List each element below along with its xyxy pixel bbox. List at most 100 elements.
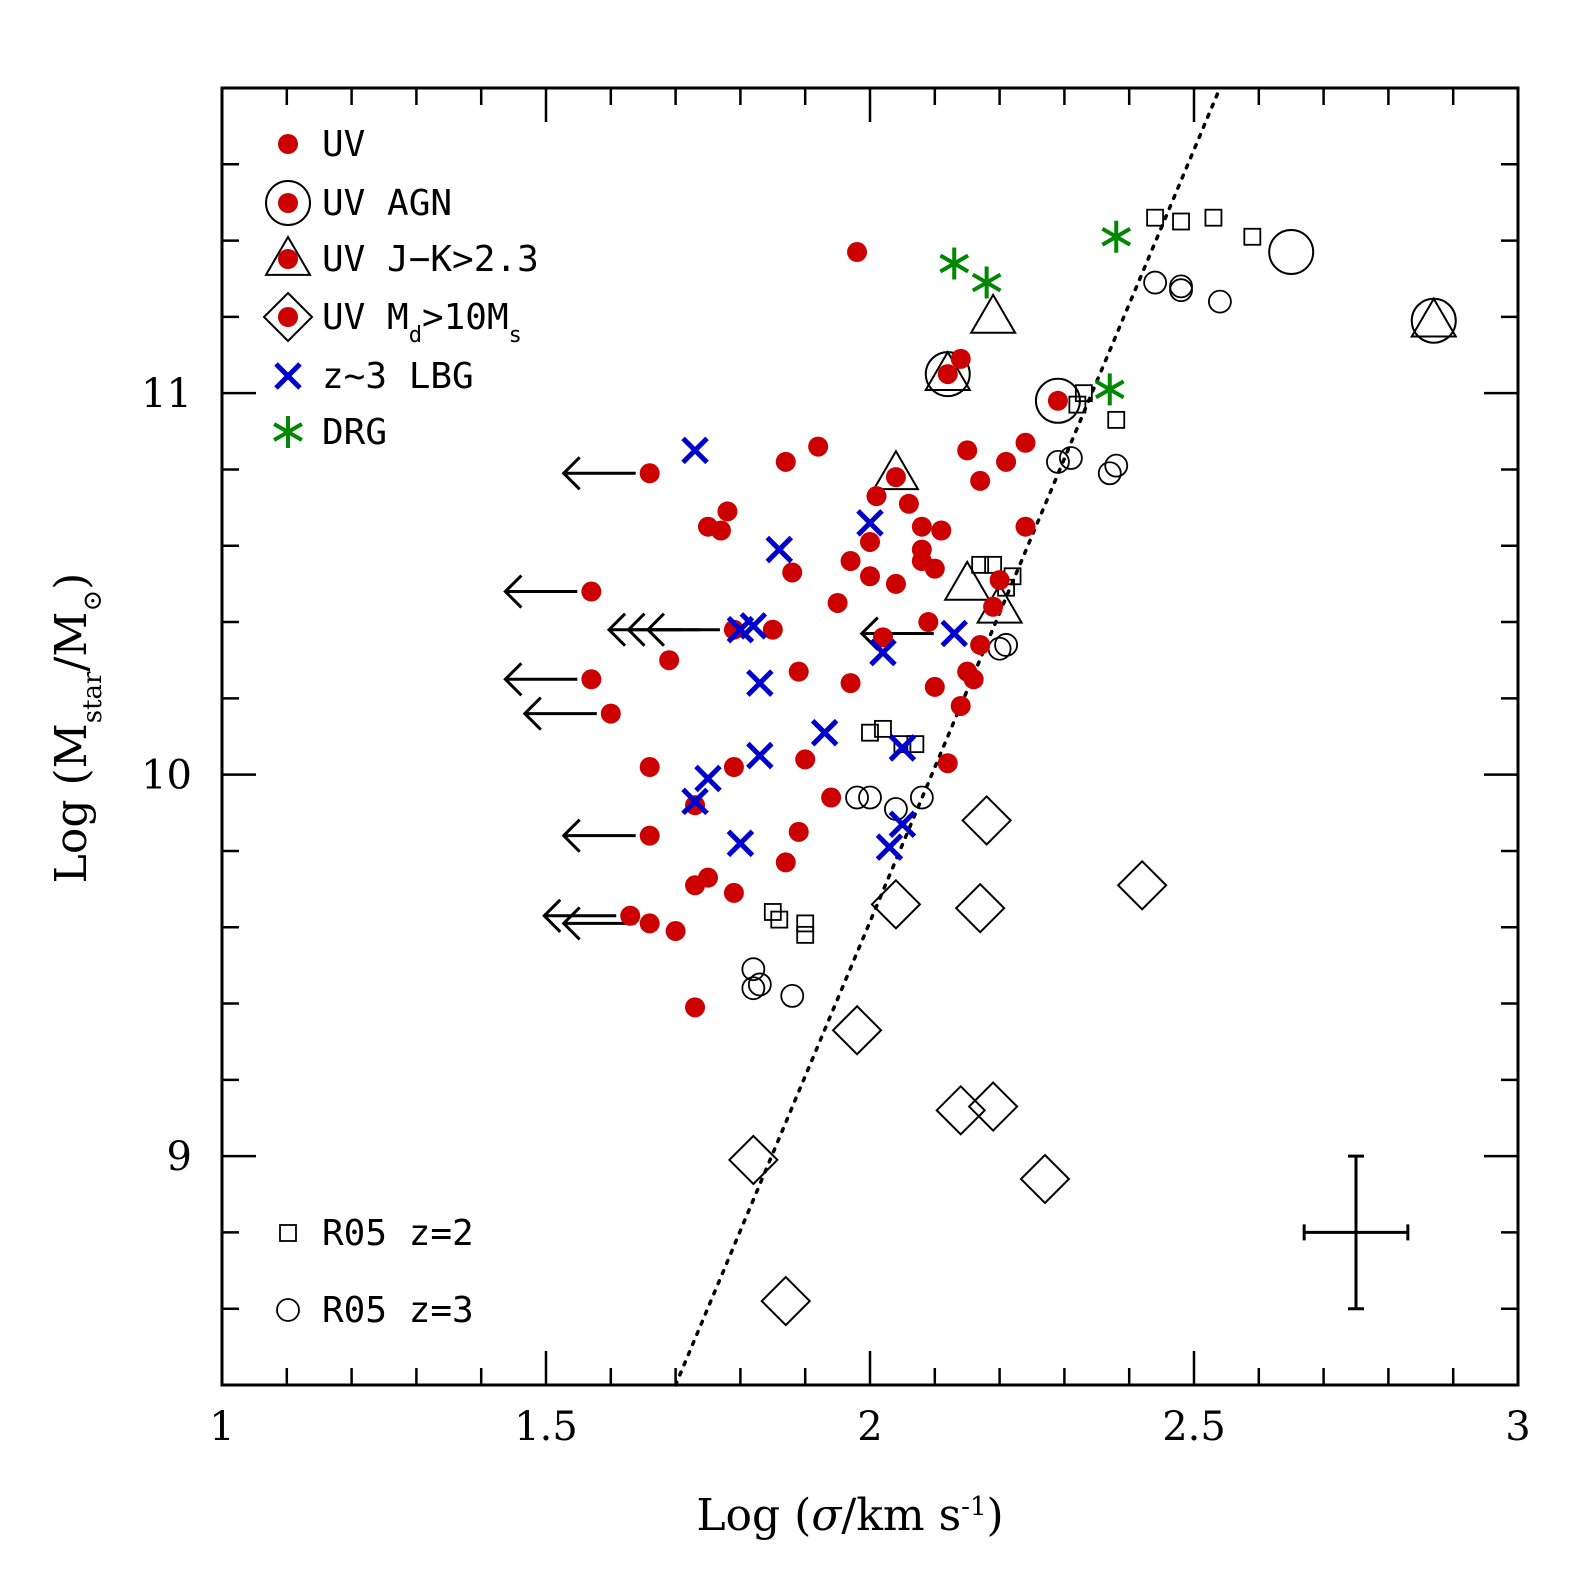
point-uv-md-10ms [831, 1004, 883, 1056]
point-uv [1015, 516, 1036, 537]
point-drg [1094, 373, 1125, 406]
point-uv [983, 596, 1004, 617]
point-r05-z-2 [861, 723, 879, 742]
point-r05-z-3 [741, 976, 766, 1001]
point-upper-limits [522, 696, 597, 731]
data-marks-layer [503, 208, 1458, 1327]
point-r05-z-2 [796, 925, 815, 944]
point-uv-j-k-2-3 [943, 559, 991, 601]
point-z-3-lbg [875, 833, 904, 861]
error-bar-layer [1302, 1154, 1410, 1311]
point-uv [970, 634, 991, 655]
point-uv [685, 997, 706, 1018]
point-uv [989, 570, 1010, 591]
point-uv-md-10ms [870, 878, 922, 930]
legend-uv-md-marker [278, 307, 298, 327]
point-upper-limits [561, 906, 636, 941]
point-r05-z-2 [1107, 410, 1126, 429]
axes-layer: 1 1.5 2 2.5 3 9 10 11 [141, 86, 1531, 1450]
point-z-3-lbg [940, 619, 969, 648]
point-uv-md-10ms [1116, 859, 1168, 911]
point-uv [1015, 432, 1036, 453]
point-z-3-lbg [746, 741, 774, 770]
point-uv [840, 673, 861, 694]
legend-uv-md-label-part: UV M [322, 297, 409, 338]
legend: UV UV AGN UV J−K>2.3 UV Md>10Ms z~3 LBG DRG R0… [262, 124, 539, 1331]
point-uv [950, 348, 971, 369]
point-uv [762, 619, 783, 640]
point-r05-z-3 [1058, 446, 1083, 470]
point-z-3-lbg [856, 509, 884, 537]
point-r05-z-3 [909, 785, 934, 810]
point-z-3-lbg [746, 669, 774, 697]
point-z-3-lbg [694, 764, 722, 793]
point-z-3-lbg [681, 436, 709, 465]
point-r05-z-3 [858, 785, 882, 810]
x-tick-label: 2.5 [1162, 1404, 1226, 1450]
point-uv-md-10ms [1019, 1153, 1071, 1205]
point-upper-limits [606, 612, 682, 647]
point-r05-z-3 [1169, 278, 1193, 303]
point-uv [665, 921, 686, 942]
point-upper-limits [561, 456, 636, 491]
legend-r05-z3-marker [276, 1298, 300, 1322]
legend-r05-z3-label-part: R05 z=3 [322, 1290, 474, 1331]
point-uv-j-k-2-3 [969, 292, 1017, 334]
point-uv [827, 592, 848, 613]
point-r05-z-3 [987, 636, 1012, 661]
point-uv [924, 558, 945, 579]
point-uv-agn [1268, 229, 1315, 276]
point-uv [898, 493, 919, 514]
plot-frame [220, 86, 1520, 1387]
point-z-3-lbg [681, 787, 709, 816]
point-uv-md-10ms [954, 882, 1006, 934]
legend-drg-label: DRG [322, 412, 387, 453]
legend-lbg-label: z~3 LBG [322, 356, 474, 397]
point-uv [885, 467, 906, 488]
point-uv [685, 875, 706, 896]
point-r05-z-2 [874, 719, 892, 738]
point-uv-j-k-2-3 [924, 350, 972, 391]
point-r05-z-3 [780, 984, 805, 1008]
point-uv [788, 821, 809, 842]
point-z-3-lbg [765, 535, 794, 564]
x-tick-label: 3 [1505, 1404, 1530, 1450]
legend-uv-md-label-part: >10M [422, 297, 509, 338]
legend-uv-md-label-part: d [409, 323, 422, 348]
y-tick-label: 11 [141, 371, 192, 417]
point-uv [996, 451, 1017, 472]
legend-uv-agn-marker [265, 180, 311, 226]
legend-uv-agn-marker [278, 193, 298, 213]
legend-r05-z2-label: R05 z=2 [322, 1213, 474, 1254]
point-uv-md-10ms [760, 1275, 812, 1327]
point-uv [963, 669, 984, 690]
point-uv [885, 573, 906, 594]
point-uv [620, 905, 641, 926]
point-uv [918, 612, 939, 633]
point-z-3-lbg [726, 829, 755, 858]
point-uv [788, 661, 809, 682]
point-uv [639, 463, 660, 484]
point-r05-z-3 [1143, 270, 1168, 295]
point-drg [939, 247, 970, 280]
point-r05-z-3 [747, 972, 772, 997]
point-r05-z-2 [1204, 208, 1223, 227]
point-uv [639, 825, 660, 846]
legend-uv-label: UV [322, 124, 365, 165]
legend-uv-jk-label-part: UV J−K>2.3 [322, 239, 539, 280]
point-uv-md-10ms [967, 1081, 1019, 1132]
point-upper-limits [503, 662, 578, 697]
point-uv [581, 669, 602, 690]
point-upper-limits [503, 574, 578, 609]
point-uv-j-k-2-3 [1410, 296, 1458, 338]
x-tick-label: 2 [857, 1404, 882, 1450]
point-uv [1047, 390, 1068, 411]
point-z-3-lbg [810, 718, 839, 747]
point-uv [795, 749, 816, 770]
point-r05-z-3 [741, 957, 766, 982]
point-upper-limits [561, 818, 636, 853]
point-z-3-lbg [869, 638, 897, 667]
point-uv [950, 695, 971, 716]
point-r05-z-3 [1208, 289, 1232, 314]
point-uv [717, 501, 738, 522]
